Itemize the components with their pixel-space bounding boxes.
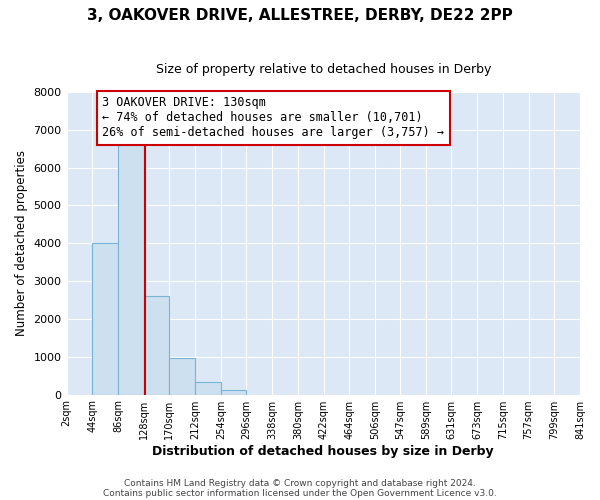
Text: 3, OAKOVER DRIVE, ALLESTREE, DERBY, DE22 2PP: 3, OAKOVER DRIVE, ALLESTREE, DERBY, DE22… bbox=[87, 8, 513, 22]
Text: Contains HM Land Registry data © Crown copyright and database right 2024.: Contains HM Land Registry data © Crown c… bbox=[124, 478, 476, 488]
Bar bbox=[195, 382, 221, 394]
Text: 3 OAKOVER DRIVE: 130sqm
← 74% of detached houses are smaller (10,701)
26% of sem: 3 OAKOVER DRIVE: 130sqm ← 74% of detache… bbox=[103, 96, 445, 140]
Bar bbox=[118, 145, 143, 394]
Y-axis label: Number of detached properties: Number of detached properties bbox=[15, 150, 28, 336]
Title: Size of property relative to detached houses in Derby: Size of property relative to detached ho… bbox=[155, 62, 491, 76]
Bar bbox=[221, 390, 247, 394]
X-axis label: Distribution of detached houses by size in Derby: Distribution of detached houses by size … bbox=[152, 444, 494, 458]
Bar bbox=[143, 296, 169, 394]
Text: Contains public sector information licensed under the Open Government Licence v3: Contains public sector information licen… bbox=[103, 488, 497, 498]
Bar bbox=[169, 358, 195, 394]
Bar bbox=[92, 244, 118, 394]
